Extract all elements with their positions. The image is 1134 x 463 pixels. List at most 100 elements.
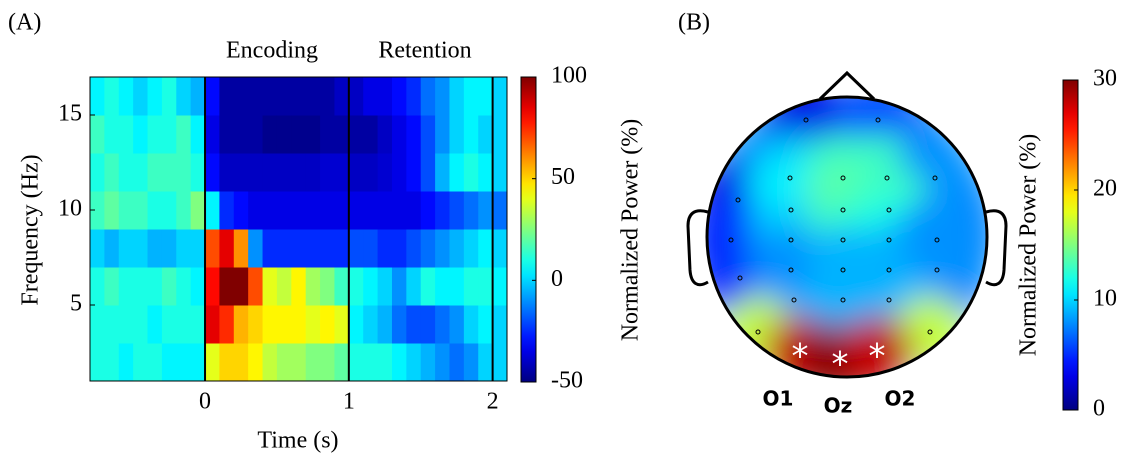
heat-cell (90, 267, 105, 306)
heat-cell (90, 343, 105, 382)
heat-cell (147, 229, 163, 268)
heat-cell (391, 191, 407, 230)
plot-frame (89, 76, 508, 382)
heat-cell (377, 229, 393, 268)
colorbar-tick-label: 10 (1093, 286, 1117, 312)
heat-cell (492, 77, 508, 116)
heat-cell (176, 343, 192, 382)
electrode-dot (875, 117, 881, 123)
heat-cell (406, 191, 422, 230)
electrode-dot (886, 207, 892, 213)
heat-cell (276, 343, 292, 382)
heat-cell (219, 343, 235, 382)
heat-cell (391, 229, 407, 268)
heat-cell (334, 115, 350, 154)
heat-cell (377, 343, 393, 382)
heat-cell (363, 343, 379, 382)
heat-cell (348, 77, 364, 116)
heat-cell (348, 229, 364, 268)
colorbar-tick-label: -50 (551, 368, 583, 394)
heat-cell (449, 77, 465, 116)
heat-cell (463, 153, 479, 192)
heat-cell (478, 267, 494, 306)
heatmap: 0 1 2 5 10 15 -50 0 50 100 (58, 63, 587, 415)
heat-cell (363, 153, 379, 192)
heat-cell (348, 153, 364, 192)
heat-cell (248, 115, 264, 154)
heat-cell (449, 305, 465, 344)
heat-cell (291, 305, 307, 344)
heat-cell (118, 77, 134, 116)
electrode-dot (840, 207, 846, 213)
colorbar (1062, 79, 1079, 411)
electrode-dot (934, 237, 940, 243)
heat-cell (248, 305, 264, 344)
heat-cell (435, 305, 450, 344)
colorbar-label: Normalized Power (%) (618, 119, 644, 342)
heat-cell (320, 77, 335, 116)
heat-cell (463, 229, 479, 268)
electrode-dot (840, 297, 846, 303)
heat-cell (205, 305, 220, 344)
heat-cell (133, 229, 149, 268)
heat-cell (219, 305, 235, 344)
heat-cell (190, 115, 206, 154)
heat-cell (478, 229, 494, 268)
heat-cell (291, 267, 307, 306)
heat-cell (248, 229, 264, 268)
heat-cell (161, 153, 177, 192)
heat-cell (406, 229, 422, 268)
heat-cell (478, 305, 494, 344)
heat-cell (377, 77, 393, 116)
heat-cell (420, 343, 436, 382)
heat-cell (118, 305, 134, 344)
heat-cell (276, 77, 292, 116)
heat-cell (190, 343, 206, 382)
heat-cell (377, 305, 393, 344)
heat-cell (420, 77, 436, 116)
heat-cell (305, 77, 321, 116)
heat-cell (276, 305, 292, 344)
heat-cell (233, 229, 249, 268)
significance-marker: * (792, 337, 809, 377)
colorbar (520, 76, 537, 383)
electrode-dot (840, 267, 846, 273)
heat-cell (133, 343, 149, 382)
heat-cell (248, 343, 264, 382)
electrode-dot (886, 297, 892, 303)
heat-cell (348, 115, 364, 154)
heat-cell (492, 343, 508, 382)
electrode-dot (728, 237, 734, 243)
heat-cell (190, 191, 206, 230)
heat-cell (176, 115, 192, 154)
heat-cell (320, 153, 335, 192)
heat-cell (320, 267, 335, 306)
heat-cell (291, 229, 307, 268)
heat-cell (363, 77, 379, 116)
heat-cell (406, 343, 422, 382)
heat-cell (391, 153, 407, 192)
heat-cell (161, 229, 177, 268)
heat-cell (147, 77, 163, 116)
electrode-dot (884, 175, 890, 181)
colorbar-tick-label: 20 (1093, 176, 1117, 202)
heat-cell (90, 77, 105, 116)
heat-cell (449, 343, 465, 382)
heat-cell (320, 305, 335, 344)
heat-cell (363, 305, 379, 344)
heat-cell (205, 267, 220, 306)
heat-cell (320, 229, 335, 268)
heat-cell (104, 267, 120, 306)
heat-cell (262, 115, 278, 154)
electrode-dot (927, 329, 933, 335)
heat-cell (205, 191, 220, 230)
heat-cell (176, 153, 192, 192)
significance-marker: * (869, 337, 886, 377)
heat-cell (118, 115, 134, 154)
heat-cell (219, 267, 235, 306)
electrode-dot (735, 197, 741, 203)
heat-cell (104, 115, 120, 154)
colorbar-tick-label: 100 (551, 63, 587, 89)
heat-cell (420, 115, 436, 154)
heat-cell (492, 229, 508, 268)
